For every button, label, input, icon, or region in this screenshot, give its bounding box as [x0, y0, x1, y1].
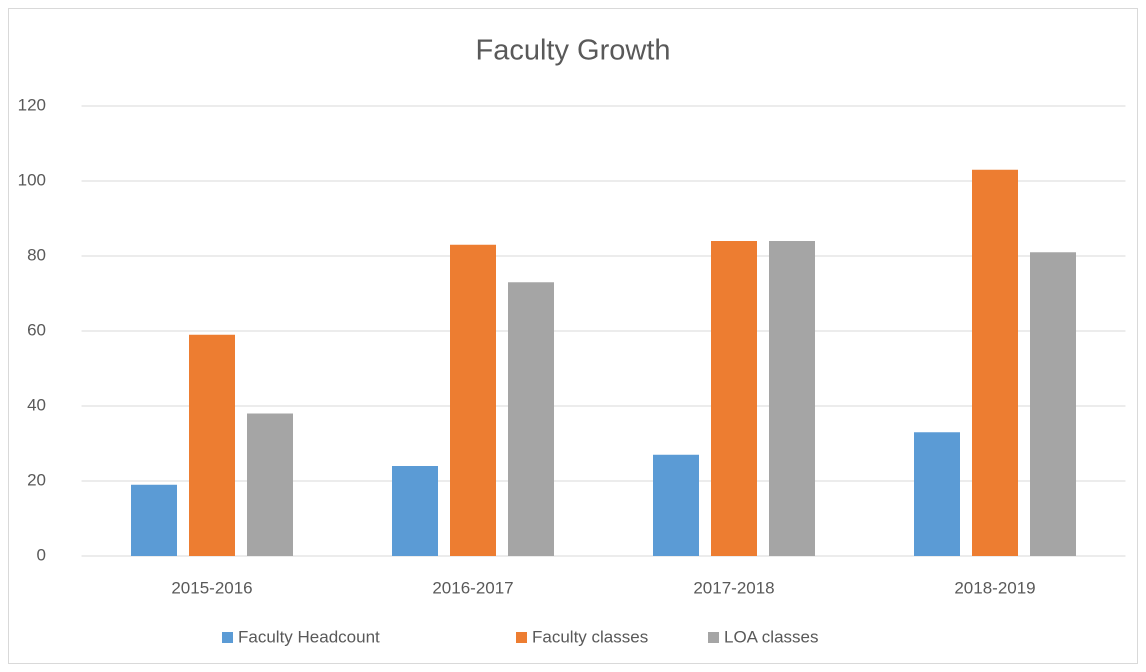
- legend-label: LOA classes: [724, 627, 819, 646]
- bar: [914, 432, 960, 556]
- bar: [653, 454, 699, 556]
- legend-swatch: [708, 632, 719, 643]
- y-tick-label: 100: [18, 170, 46, 189]
- y-tick-label: 20: [27, 470, 46, 489]
- x-tick-label: 2016-2017: [432, 578, 513, 597]
- bar: [1030, 252, 1076, 556]
- bar: [972, 169, 1018, 556]
- bar: [508, 282, 554, 556]
- bar: [247, 413, 293, 556]
- y-tick-label: 80: [27, 245, 46, 264]
- legend-swatch: [516, 632, 527, 643]
- x-tick-label: 2015-2016: [171, 578, 252, 597]
- legend-label: Faculty Headcount: [238, 627, 380, 646]
- legend-label: Faculty classes: [532, 627, 648, 646]
- x-tick-label: 2017-2018: [693, 578, 774, 597]
- bar: [711, 241, 757, 556]
- bar: [189, 334, 235, 556]
- bar: [769, 241, 815, 556]
- legend-swatch: [222, 632, 233, 643]
- x-tick-label: 2018-2019: [954, 578, 1035, 597]
- y-tick-label: 0: [37, 545, 46, 564]
- bar: [450, 244, 496, 556]
- bar: [131, 484, 177, 556]
- y-tick-label: 60: [27, 320, 46, 339]
- bar: [392, 466, 438, 556]
- y-tick-label: 40: [27, 395, 46, 414]
- chart-frame: [8, 8, 1138, 664]
- chart-title: Faculty Growth: [476, 35, 671, 67]
- y-tick-label: 120: [18, 95, 46, 114]
